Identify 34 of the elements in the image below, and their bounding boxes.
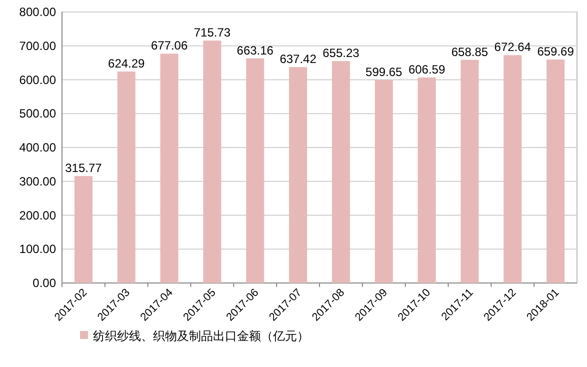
bar	[418, 78, 436, 283]
bar	[160, 54, 178, 283]
bar	[203, 40, 222, 283]
data-label: 659.69	[537, 44, 574, 59]
y-tick-label: 800.00	[19, 5, 56, 19]
bar	[374, 80, 393, 283]
bar	[460, 60, 479, 283]
y-tick-label: 100.00	[19, 242, 56, 256]
bar	[117, 72, 136, 283]
bar	[74, 176, 92, 283]
y-tick-label: 600.00	[19, 72, 56, 87]
y-tick-label: 200.00	[19, 208, 56, 222]
data-label: 715.73	[194, 26, 231, 40]
y-tick-label: 400.00	[19, 140, 56, 154]
bar	[289, 67, 308, 283]
y-tick-label: 300.00	[19, 174, 56, 188]
bar	[246, 58, 264, 283]
y-tick-label: 700.00	[19, 38, 56, 53]
data-label: 606.59	[408, 62, 446, 77]
y-tick-label: 0.00	[32, 276, 56, 290]
data-label: 663.16	[236, 43, 274, 58]
data-label: 637.42	[280, 52, 317, 66]
data-label: 655.23	[322, 46, 360, 60]
y-tick-label: 500.00	[19, 106, 56, 121]
bar	[546, 60, 565, 283]
data-label: 624.29	[108, 56, 146, 71]
bar	[332, 61, 350, 283]
bar	[504, 55, 522, 283]
data-label: 599.65	[366, 64, 403, 79]
data-label: 315.77	[65, 161, 102, 176]
data-label: 658.85	[451, 44, 488, 59]
data-label: 672.64	[494, 40, 532, 54]
data-label: 677.06	[150, 38, 188, 53]
legend-label: 纺织纱线、织物及制品出口金额（亿元）	[93, 329, 309, 343]
